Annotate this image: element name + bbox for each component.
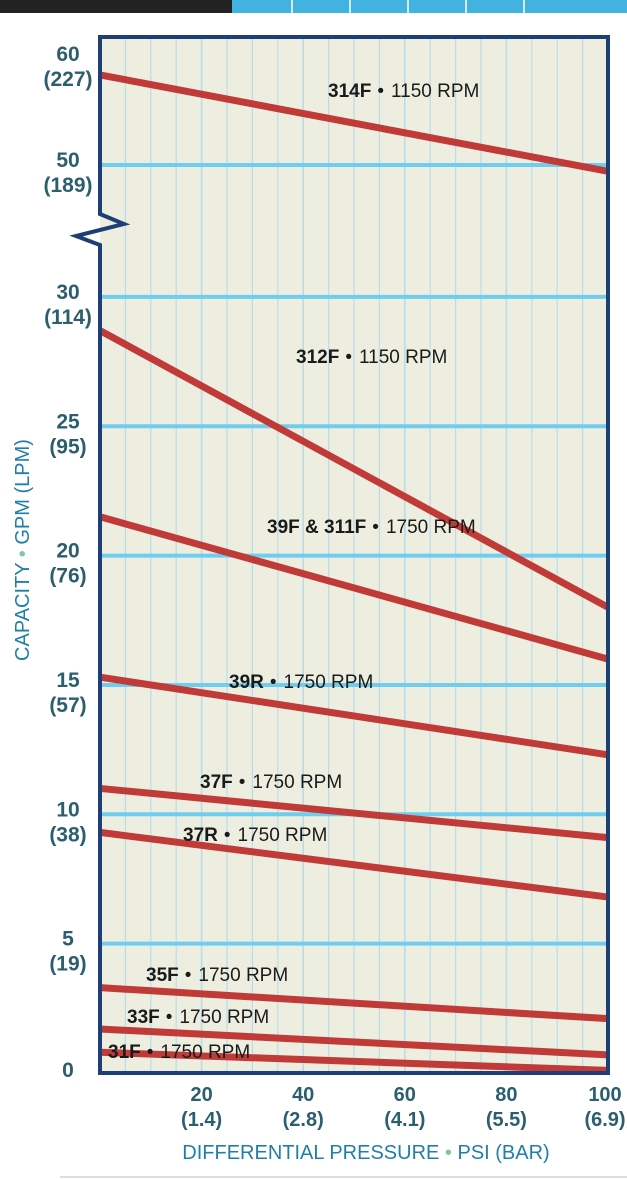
axis-label-bullet: • — [12, 550, 34, 557]
x-tick-label-bar: (4.1) — [384, 1109, 425, 1131]
y-tick-label-gpm: 15 — [56, 669, 80, 692]
series-bullet: • — [377, 81, 384, 102]
y-tick-label-lpm: (76) — [49, 565, 86, 588]
series-speed: 1750 RPM — [179, 1007, 269, 1028]
y-tick-label-gpm: 25 — [56, 410, 80, 433]
series-line-37f — [99, 784, 609, 842]
y-tick-label-lpm: (189) — [43, 174, 92, 197]
series-label: 314F • 1150 RPM — [328, 81, 479, 102]
x-tick-label-psi: 40 — [292, 1084, 314, 1106]
x-tick-label-psi: 80 — [495, 1084, 517, 1106]
series-speed: 1750 RPM — [252, 772, 342, 793]
series-model: 39R — [229, 672, 264, 693]
series-line-37r — [99, 828, 609, 901]
x-axis-label: DIFFERENTIAL PRESSURE • PSI (BAR) — [182, 1142, 549, 1164]
series-bullet: • — [147, 1042, 154, 1063]
x-tick-label-psi: 20 — [190, 1084, 212, 1106]
y-tick-label-lpm: (38) — [49, 823, 86, 846]
x-tick-label-psi: 100 — [588, 1084, 621, 1106]
series-line-312f — [98, 327, 610, 611]
y-tick-label-gpm: 20 — [56, 540, 79, 563]
series-label: 35F • 1750 RPM — [146, 965, 288, 986]
series-model: 35F — [146, 965, 179, 986]
series-line-314f — [99, 71, 609, 175]
series-bullet: • — [372, 517, 379, 538]
series-speed: 1750 RPM — [198, 965, 288, 986]
series-bullet: • — [239, 772, 246, 793]
series-label: 37R • 1750 RPM — [183, 825, 327, 846]
series-label: 37F • 1750 RPM — [200, 772, 342, 793]
series-model: 312F — [296, 347, 339, 368]
series-model: 37F — [200, 772, 233, 793]
y-tick-label-gpm: 10 — [56, 798, 79, 821]
series-model: 39F & 311F — [267, 517, 366, 538]
series-speed: 1750 RPM — [386, 517, 476, 538]
series-bullet: • — [224, 825, 231, 846]
y-tick-label-lpm: (114) — [44, 306, 92, 329]
series-speed: 1150 RPM — [359, 347, 447, 368]
series-lines — [98, 71, 610, 1074]
series-model: 37R — [183, 825, 218, 846]
series-speed: 1750 RPM — [160, 1042, 250, 1063]
series-label: 312F • 1150 RPM — [296, 347, 447, 368]
series-speed: 1750 RPM — [238, 825, 328, 846]
series-line-33f — [99, 1025, 609, 1059]
x-tick-label-bar: (6.9) — [584, 1109, 625, 1131]
axis-label-unit: PSI (BAR) — [452, 1142, 550, 1164]
header-tab-strip — [232, 0, 627, 13]
series-bullet: • — [185, 965, 192, 986]
y-axis-label: CAPACITY • GPM (LPM) — [12, 439, 34, 661]
y-tick-label-lpm: (57) — [49, 694, 86, 717]
y-tick-label-gpm: 60 — [56, 43, 79, 66]
series-speed: 1150 RPM — [391, 81, 479, 102]
series-model: 314F — [328, 81, 371, 102]
series-line-39f-311f — [99, 513, 609, 663]
series-label: 39R • 1750 RPM — [229, 672, 373, 693]
y-axis-ticks: 05(19)10(38)15(57)20(76)25(95)30(114)50(… — [43, 43, 92, 1082]
axis-label-bullet: • — [445, 1142, 452, 1164]
series-model: 31F — [108, 1042, 141, 1063]
x-tick-label-psi: 60 — [394, 1084, 416, 1106]
x-tick-label-bar: (5.5) — [486, 1109, 527, 1131]
series-speed: 1750 RPM — [284, 672, 374, 693]
x-axis-ticks: 20 (1.4) 40 (2.8) 60 (4.1) 80 (5.5) 100 (6.9) — [181, 1084, 626, 1131]
series-labels: 314F • 1150 RPM 312F • 1150 RPM 39F & 311F • 175… — [108, 81, 479, 1063]
axis-label-unit: GPM (LPM) — [12, 439, 34, 550]
series-bullet: • — [166, 1007, 173, 1028]
y-tick-label-gpm: 50 — [56, 149, 79, 172]
series-bullet: • — [270, 672, 277, 693]
x-tick-label-bar: (1.4) — [181, 1109, 222, 1131]
series-line-39r — [99, 673, 609, 759]
y-tick-label-gpm: 5 — [62, 928, 74, 951]
y-tick-label-lpm: (227) — [43, 68, 92, 91]
plot-frame — [69, 35, 610, 1075]
series-label: 33F • 1750 RPM — [127, 1007, 269, 1028]
y-tick-label-gpm: 0 — [62, 1059, 74, 1082]
header-rule — [0, 0, 248, 13]
y-tick-label-gpm: 30 — [56, 281, 79, 304]
series-label: 31F • 1750 RPM — [108, 1042, 250, 1063]
x-axis-label-text: DIFFERENTIAL PRESSURE — [182, 1142, 445, 1164]
y-tick-label-lpm: (19) — [49, 953, 86, 976]
grid-lines — [100, 37, 608, 1073]
x-tick-label-bar: (2.8) — [283, 1109, 324, 1131]
series-line-35f — [99, 984, 609, 1023]
series-bullet: • — [345, 347, 352, 368]
series-model: 33F — [127, 1007, 160, 1028]
y-tick-label-lpm: (95) — [49, 435, 86, 458]
series-label: 39F & 311F • 1750 RPM — [267, 517, 476, 538]
y-axis-label-text: CAPACITY — [12, 557, 34, 661]
series-line-31f — [99, 1048, 609, 1074]
